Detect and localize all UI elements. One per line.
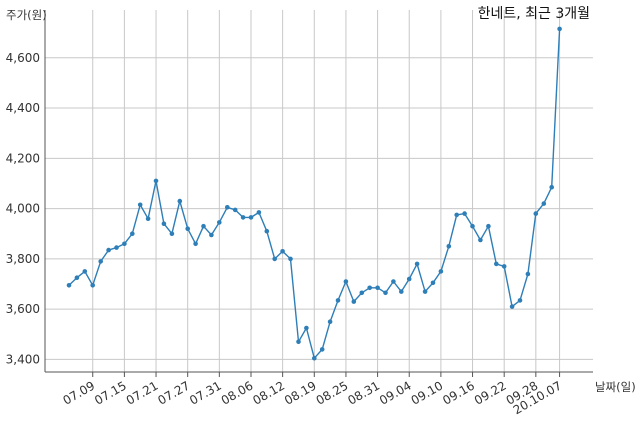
- price-point: [137, 202, 143, 208]
- price-point: [130, 231, 135, 236]
- price-point: [280, 249, 285, 254]
- axis-layer: 3,400 3,600 3,800 4,000 4,200 4,400 4,600 07.09…: [6, 10, 593, 417]
- x-tick-label: 07.09: [60, 378, 97, 407]
- price-point: [98, 259, 103, 264]
- chart-title: 한네트, 최근 3개월: [478, 6, 590, 22]
- price-point: [438, 269, 444, 274]
- y-tick-label: 3,800: [6, 252, 40, 266]
- price-point: [256, 210, 262, 215]
- price-point: [225, 205, 230, 210]
- x-tick-label: 08.12: [250, 378, 287, 407]
- price-point: [240, 215, 246, 220]
- price-point: [509, 304, 515, 309]
- price-point: [209, 232, 214, 238]
- price-point: [375, 285, 380, 291]
- price-point: [383, 290, 388, 296]
- price-point: [177, 198, 183, 204]
- price-point: [359, 290, 365, 296]
- price-point: [248, 215, 254, 220]
- y-tick-label: 4,000: [6, 202, 40, 216]
- price-point: [288, 256, 293, 262]
- price-point: [549, 184, 554, 190]
- price-point: [557, 26, 562, 32]
- x-tick-label: 09.10: [409, 378, 446, 407]
- price-point: [145, 216, 151, 221]
- price-point: [272, 256, 278, 262]
- price-point: [217, 220, 222, 225]
- price-point: [335, 298, 341, 303]
- x-tick-label: 08.25: [314, 378, 351, 407]
- x-axis-label: 날짜(일): [595, 380, 636, 394]
- x-tick-label: 07.21: [124, 378, 161, 407]
- price-point: [114, 245, 119, 250]
- price-point: [406, 276, 412, 282]
- price-point: [501, 264, 507, 269]
- x-tick-label: 07.27: [155, 378, 192, 407]
- y-tick-label: 3,400: [6, 352, 40, 366]
- price-point: [296, 339, 301, 345]
- x-tick-label: 09.04: [377, 378, 414, 407]
- price-point: [494, 261, 499, 267]
- y-tick-label: 4,200: [6, 151, 40, 165]
- price-point: [153, 178, 159, 184]
- price-point: [399, 289, 404, 294]
- price-point: [193, 241, 198, 247]
- price-point: [66, 283, 72, 288]
- price-point: [82, 269, 88, 274]
- price-point: [201, 223, 206, 229]
- price-point: [422, 289, 428, 294]
- x-tick-label: 08.06: [219, 378, 256, 407]
- price-point: [454, 212, 460, 218]
- price-point: [343, 279, 349, 284]
- price-point: [327, 319, 333, 325]
- price-point: [312, 355, 317, 361]
- price-point: [122, 241, 127, 247]
- y-axis-label: 주가(원): [6, 8, 47, 22]
- label-layer: 한네트, 최근 3개월 주가(원) 날짜(일): [6, 6, 636, 394]
- price-point: [486, 223, 491, 229]
- price-point: [430, 280, 436, 286]
- series-layer: [66, 26, 562, 361]
- price-point: [367, 285, 373, 291]
- x-tick-label: 09.22: [472, 378, 509, 407]
- price-point: [391, 279, 396, 284]
- price-point: [533, 211, 539, 216]
- price-point: [106, 247, 111, 253]
- price-point: [232, 207, 238, 213]
- price-point: [161, 221, 167, 226]
- price-point: [446, 244, 452, 249]
- price-point: [541, 201, 547, 206]
- x-tick-label: 08.31: [345, 378, 382, 407]
- price-point: [525, 271, 531, 277]
- price-point: [478, 237, 483, 243]
- price-point: [351, 299, 357, 304]
- price-point: [264, 228, 270, 234]
- y-tick-label: 4,400: [6, 101, 40, 115]
- price-point: [304, 325, 309, 331]
- price-point: [470, 223, 475, 229]
- price-point: [462, 211, 467, 216]
- x-tick-label: 08.19: [282, 378, 319, 407]
- x-tick-label: 09.16: [440, 378, 477, 407]
- price-point: [319, 347, 325, 352]
- price-point: [185, 226, 190, 231]
- y-tick-label: 3,600: [6, 302, 40, 316]
- price-point: [517, 298, 523, 303]
- price-point: [74, 275, 80, 281]
- price-point: [169, 231, 175, 236]
- grid-layer: [45, 10, 593, 372]
- price-point: [414, 261, 420, 267]
- y-tick-label: 4,600: [6, 51, 40, 65]
- x-tick-label: 07.31: [187, 378, 224, 407]
- price-point: [90, 283, 95, 288]
- x-tick-label: 07.15: [92, 378, 129, 407]
